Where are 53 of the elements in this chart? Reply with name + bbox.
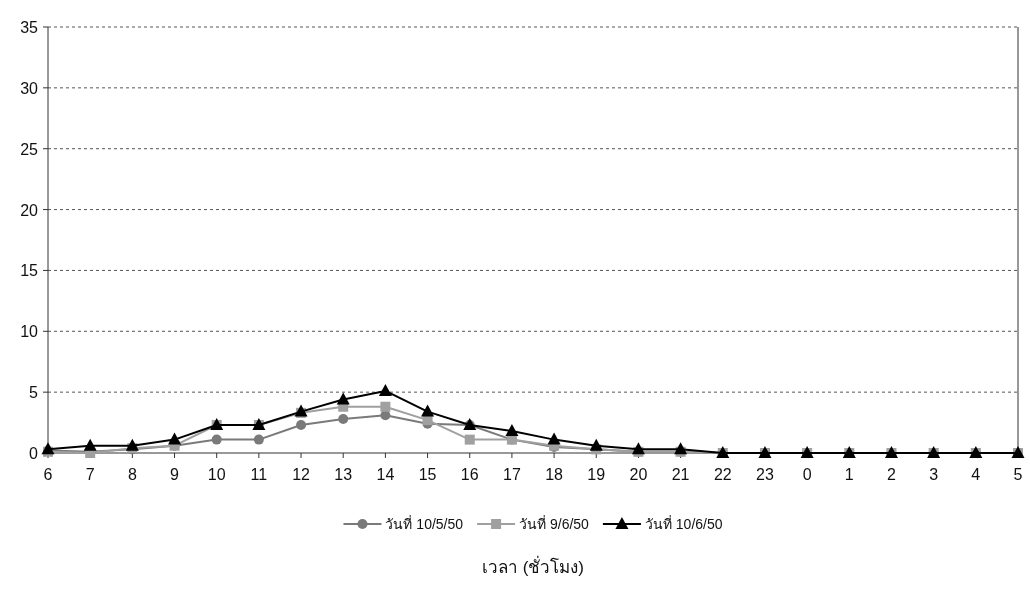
- y-tick-label: 35: [20, 19, 39, 36]
- point: [83, 438, 97, 451]
- x-tick-label: 12: [292, 466, 311, 483]
- x-tick-label: 20: [629, 466, 648, 483]
- x-tick-label: 3: [929, 466, 939, 483]
- point: [253, 434, 264, 445]
- point: [296, 420, 307, 431]
- x-tick-label: 11: [250, 466, 268, 483]
- point: [336, 392, 350, 405]
- point: [380, 401, 391, 412]
- y-tick-label: 5: [29, 384, 39, 402]
- x-tick-label: 10: [207, 466, 226, 483]
- point: [464, 434, 475, 445]
- x-tick-label: 5: [1013, 466, 1023, 483]
- x-tick-label: 4: [971, 466, 981, 483]
- x-tick-label: 18: [545, 466, 564, 483]
- y-tick-label: 25: [20, 140, 39, 158]
- y-tick-label: 10: [20, 323, 39, 341]
- point: [674, 442, 688, 455]
- point: [589, 438, 603, 451]
- x-axis-title: เวลา (ชั่วโมง): [481, 555, 585, 577]
- x-tick-label: 15: [418, 466, 437, 483]
- point: [211, 434, 222, 445]
- point: [338, 413, 349, 424]
- x-tick-label: 13: [334, 466, 353, 483]
- point: [168, 432, 182, 445]
- x-tick-label: 22: [713, 466, 732, 483]
- x-tick-label: 23: [756, 466, 774, 483]
- point: [378, 383, 392, 396]
- x-tick-label: 17: [503, 466, 521, 483]
- x-tick-label: 1: [844, 466, 854, 483]
- x-tick-label: 6: [43, 466, 53, 483]
- x-tick-label: 0: [802, 466, 812, 483]
- point: [547, 432, 561, 445]
- point: [631, 442, 645, 455]
- y-tick-label: 20: [20, 201, 39, 219]
- point: [505, 424, 519, 437]
- legend-label: วันที่ 10/5/50: [385, 515, 464, 532]
- legend-label: วันที่ 10/6/50: [644, 515, 723, 532]
- x-tick-label: 7: [85, 466, 95, 483]
- y-tick-label: 30: [20, 79, 39, 97]
- point: [421, 404, 435, 417]
- x-tick-label: 8: [127, 466, 137, 483]
- x-tick-label: 2: [887, 466, 897, 483]
- x-tick-label: 21: [671, 466, 690, 483]
- x-tick-label: 9: [170, 466, 180, 483]
- x-tick-label: 16: [460, 466, 479, 483]
- x-tick-label: 19: [587, 466, 606, 483]
- y-tick-label: 0: [29, 445, 39, 462]
- legend-label: วันที่ 9/6/50: [519, 515, 590, 532]
- x-tick-label: 14: [376, 466, 395, 483]
- y-tick-label: 15: [20, 262, 39, 280]
- point: [125, 438, 139, 451]
